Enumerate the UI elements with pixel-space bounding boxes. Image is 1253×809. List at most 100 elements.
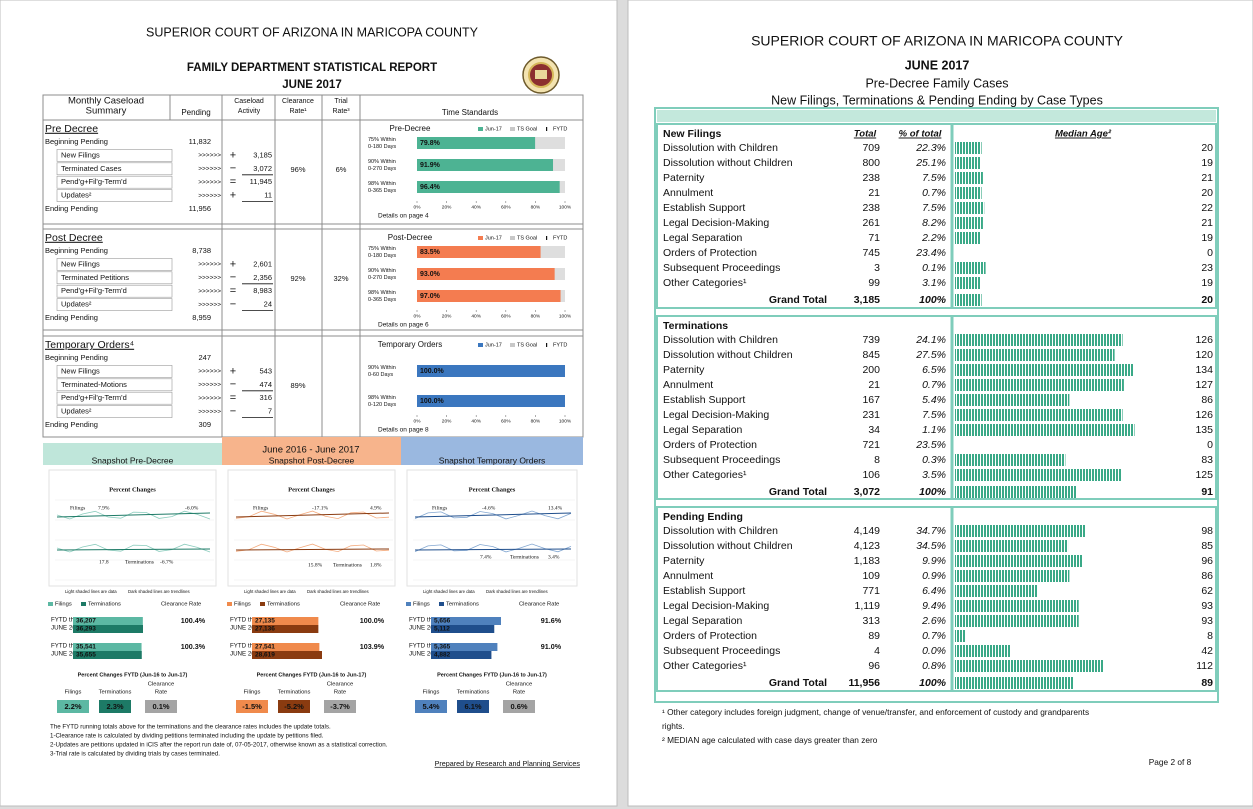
row-label: Ending Pending <box>45 313 98 322</box>
fytd-bar <box>431 651 492 659</box>
pct-header: Rate <box>513 690 525 696</box>
trend-line <box>414 548 572 551</box>
fytd-bar <box>431 625 495 633</box>
trend-label: 3.4% <box>548 554 560 560</box>
percent-value: 0.8% <box>922 660 946 672</box>
fytd-bar <box>73 625 143 633</box>
fytd-bar <box>73 643 142 651</box>
case-type: Subsequent Proceedings <box>663 454 780 466</box>
percent-value: 0.3% <box>922 454 946 466</box>
bar-value-label: 100.0% <box>420 398 445 405</box>
legend-label: Filings <box>234 602 251 608</box>
median-value: 83 <box>1201 454 1213 466</box>
median-value: 85 <box>1201 540 1213 552</box>
tick-label: 80% <box>531 418 541 424</box>
trend-label: Terminations <box>333 562 362 568</box>
row-sign: − <box>230 379 236 391</box>
tick-label: 80% <box>531 204 541 210</box>
percent-value: 0.7% <box>922 379 946 391</box>
row-box <box>56 149 173 162</box>
legend-swatch <box>227 602 232 606</box>
pending-value: 8,738 <box>192 246 211 255</box>
fytd-label: FYTD thru <box>230 617 259 624</box>
fytd-value: 28,619 <box>255 652 275 659</box>
court-seal <box>522 56 560 94</box>
case-type: Dissolution with Children <box>663 334 778 346</box>
row-box <box>56 405 173 418</box>
trend-note: Dark shaded lines are trendlines <box>486 589 548 594</box>
case-type: Establish Support <box>663 202 745 214</box>
bar-label: 0-365 Days <box>368 188 396 194</box>
clearance-rate: 96% <box>290 165 305 174</box>
row-arrows: >>>>>> <box>198 179 221 186</box>
fytd-bar <box>252 625 319 633</box>
median-bar <box>955 262 986 274</box>
pct-header: Filings <box>244 690 261 696</box>
case-type: Legal Separation <box>663 615 743 627</box>
case-type: Annulment <box>663 570 713 582</box>
pct-header: Filings <box>65 690 82 696</box>
tick-label: 80% <box>531 313 541 319</box>
total-value: 261 <box>862 217 880 229</box>
column-header: Median Age² <box>1055 129 1112 140</box>
legend-swatch <box>406 602 411 606</box>
row-box <box>56 189 173 202</box>
trend-label: -6.7% <box>160 559 174 565</box>
bar-label: 90% Within <box>368 365 396 371</box>
median-value: 86 <box>1201 570 1213 582</box>
row-sign: + <box>230 149 236 161</box>
median-value: 134 <box>1195 364 1213 376</box>
case-type: Dissolution without Children <box>663 540 793 552</box>
percent-value: 5.4% <box>922 394 946 406</box>
trend-label: Filings <box>432 505 447 511</box>
trend-data-line <box>414 543 572 553</box>
total-value: 721 <box>862 439 880 451</box>
percent-value: 6.5% <box>922 364 946 376</box>
row-label: Ending Pending <box>45 420 98 429</box>
median-value: 19 <box>1201 277 1213 289</box>
legend-swatch <box>478 236 483 240</box>
total-value: 709 <box>862 142 880 154</box>
legend-swatch <box>478 343 483 347</box>
median-value: 126 <box>1195 334 1213 346</box>
pct-value: 2.2% <box>64 702 81 711</box>
legend-swatch <box>510 127 515 131</box>
median-value: 21 <box>1201 172 1213 184</box>
activity-value: 11,945 <box>250 177 272 186</box>
pct-header: Terminations <box>278 690 311 696</box>
grand-total-label: Grand Total <box>769 677 827 689</box>
pct-box <box>99 700 131 713</box>
median-bar <box>955 142 982 154</box>
tick-label: 60% <box>501 313 511 319</box>
pct-box <box>415 700 447 713</box>
bar <box>417 181 560 193</box>
row-label: Updates² <box>61 191 92 200</box>
trend-line <box>56 548 211 551</box>
fytd-value: 27,135 <box>255 618 275 625</box>
table-frame <box>654 107 1219 703</box>
row-box <box>56 175 173 189</box>
trend-chart-title: Percent Changes <box>288 486 335 493</box>
column-header: % of total <box>899 129 942 140</box>
percent-value: 23.5% <box>915 439 946 451</box>
percent-value: 27.5% <box>915 349 946 361</box>
case-type: Dissolution with Children <box>663 142 778 154</box>
tick-label: 60% <box>501 418 511 424</box>
pending-value: 11,832 <box>189 137 211 146</box>
row-sign: + <box>230 365 236 377</box>
page-two <box>627 0 1253 807</box>
fytd-label: FYTD thru <box>51 643 80 650</box>
median-bar <box>955 615 1079 627</box>
percent-value: 7.5% <box>922 172 946 184</box>
row-sign: − <box>230 163 236 175</box>
legend-swatch <box>510 236 515 240</box>
section-title: Pre Decree <box>45 123 98 135</box>
details-note: Details on page 4 <box>378 213 429 220</box>
trend-label: 13.4% <box>548 505 563 511</box>
case-type: Dissolution without Children <box>663 157 793 169</box>
trend-label: 7.9% <box>98 505 110 511</box>
median-value: 20 <box>1201 294 1213 306</box>
footnote: 2-Updates are petitions updated in iCIS … <box>50 742 388 749</box>
fytd-value: 35,541 <box>76 644 96 651</box>
